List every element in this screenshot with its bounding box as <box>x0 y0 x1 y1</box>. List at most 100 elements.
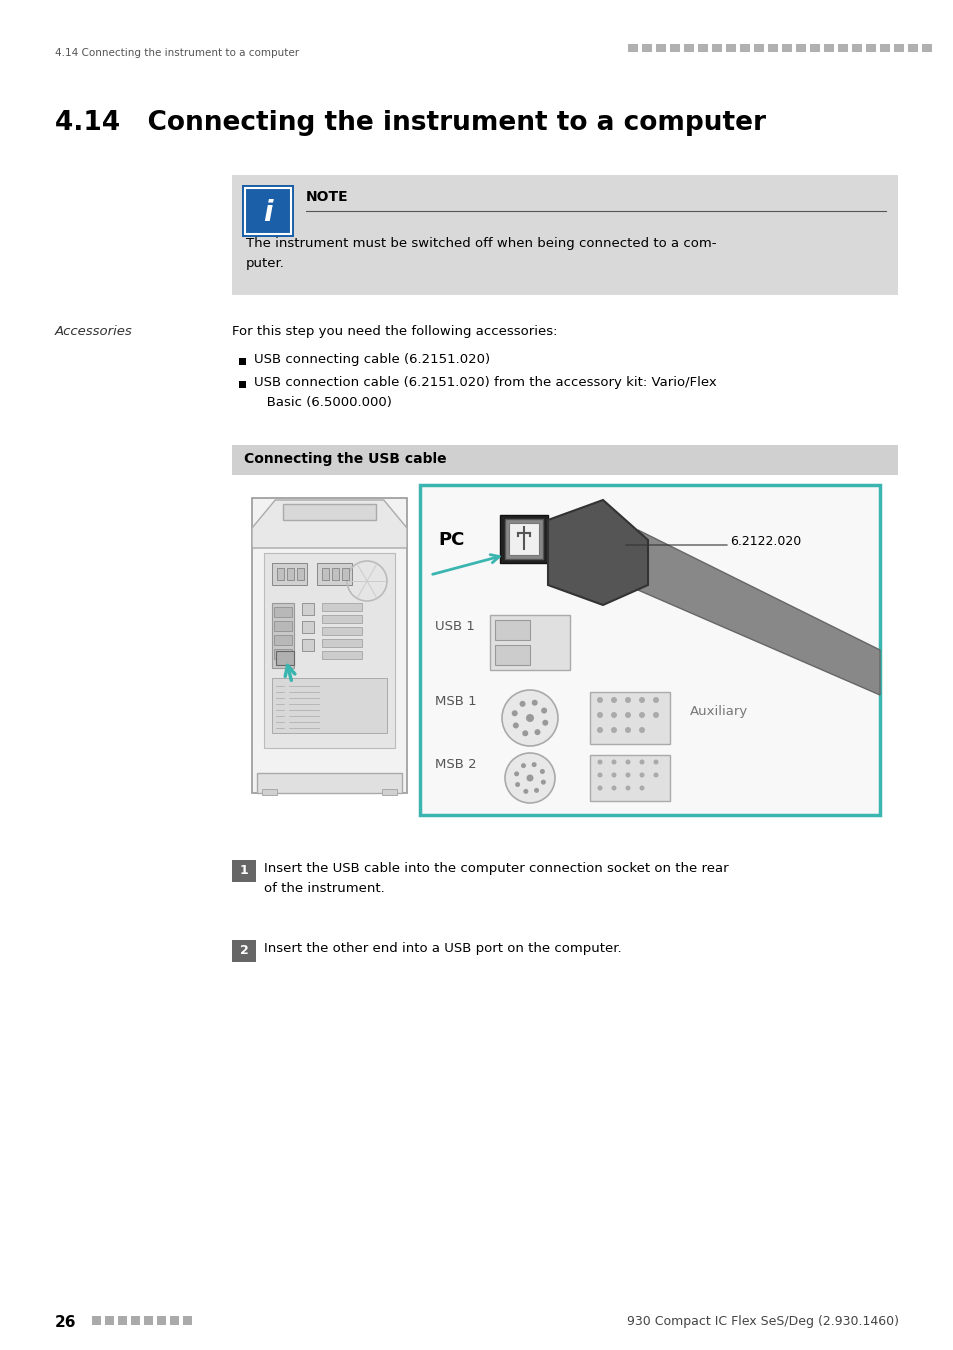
Bar <box>322 639 361 647</box>
Bar <box>232 176 897 296</box>
Bar <box>239 381 246 387</box>
Bar <box>879 45 889 53</box>
Circle shape <box>504 753 555 803</box>
Bar <box>118 1316 127 1324</box>
Text: Insert the USB cable into the computer connection socket on the rear: Insert the USB cable into the computer c… <box>264 863 728 875</box>
Polygon shape <box>547 500 647 605</box>
Bar <box>274 649 292 659</box>
Bar <box>276 568 284 580</box>
Text: 1: 1 <box>239 864 248 878</box>
Bar <box>274 621 292 630</box>
Circle shape <box>534 729 540 736</box>
Bar <box>490 616 569 670</box>
Bar <box>419 485 879 815</box>
Bar <box>495 645 530 666</box>
Bar <box>499 514 547 563</box>
Bar <box>669 45 679 53</box>
Bar <box>232 940 255 963</box>
Bar <box>641 45 651 53</box>
Text: 2: 2 <box>239 944 248 957</box>
Bar <box>275 651 294 666</box>
Circle shape <box>639 728 644 733</box>
Bar <box>157 1316 166 1324</box>
Text: Connecting the USB cable: Connecting the USB cable <box>244 452 446 466</box>
Bar <box>740 45 749 53</box>
Text: of the instrument.: of the instrument. <box>264 882 384 895</box>
Circle shape <box>511 710 517 717</box>
Text: i: i <box>263 198 273 227</box>
Circle shape <box>501 690 558 747</box>
Circle shape <box>611 760 616 764</box>
Circle shape <box>624 711 630 718</box>
Text: The instrument must be switched off when being connected to a com-: The instrument must be switched off when… <box>246 238 716 250</box>
Circle shape <box>539 769 544 774</box>
Bar <box>302 603 314 616</box>
Circle shape <box>597 697 602 703</box>
Circle shape <box>639 772 644 778</box>
Circle shape <box>652 711 659 718</box>
Bar <box>264 554 395 748</box>
Bar <box>865 45 875 53</box>
Circle shape <box>534 788 538 792</box>
Circle shape <box>652 697 659 703</box>
Text: Auxiliary: Auxiliary <box>689 705 747 718</box>
Circle shape <box>610 711 617 718</box>
Bar <box>332 568 338 580</box>
Bar <box>274 608 292 617</box>
Text: Basic (6.5000.000): Basic (6.5000.000) <box>253 396 392 409</box>
Text: puter.: puter. <box>246 256 285 270</box>
Bar <box>627 45 638 53</box>
Text: NOTE: NOTE <box>306 190 348 204</box>
Circle shape <box>540 707 547 714</box>
Circle shape <box>520 763 525 768</box>
Text: 4.14   Connecting the instrument to a computer: 4.14 Connecting the instrument to a comp… <box>55 109 765 136</box>
Circle shape <box>624 728 630 733</box>
Bar <box>322 651 361 659</box>
Bar <box>144 1316 152 1324</box>
Bar <box>893 45 903 53</box>
Bar <box>753 45 763 53</box>
Circle shape <box>653 772 658 778</box>
Bar <box>504 518 542 559</box>
Circle shape <box>625 772 630 778</box>
Circle shape <box>639 711 644 718</box>
Bar <box>272 563 307 585</box>
Circle shape <box>597 728 602 733</box>
Bar <box>381 788 396 795</box>
Circle shape <box>531 763 537 767</box>
Bar <box>921 45 931 53</box>
Bar <box>183 1316 192 1324</box>
Circle shape <box>625 760 630 764</box>
Bar <box>242 185 294 238</box>
Bar <box>837 45 847 53</box>
Bar <box>252 498 407 792</box>
Circle shape <box>625 786 630 791</box>
Text: MSB 2: MSB 2 <box>435 757 476 771</box>
Circle shape <box>531 699 537 706</box>
Circle shape <box>597 711 602 718</box>
Bar <box>302 639 314 651</box>
Polygon shape <box>283 504 375 520</box>
Circle shape <box>521 730 528 736</box>
Circle shape <box>611 772 616 778</box>
Bar <box>341 568 349 580</box>
Text: 4.14 Connecting the instrument to a computer: 4.14 Connecting the instrument to a comp… <box>55 49 299 58</box>
Circle shape <box>653 760 658 764</box>
Circle shape <box>519 701 525 707</box>
Polygon shape <box>638 531 879 695</box>
Text: Insert the other end into a USB port on the computer.: Insert the other end into a USB port on … <box>264 942 621 954</box>
Circle shape <box>526 775 533 782</box>
Text: 26: 26 <box>55 1315 76 1330</box>
Text: MSB 1: MSB 1 <box>435 695 476 707</box>
Circle shape <box>597 786 602 791</box>
Bar <box>907 45 917 53</box>
Polygon shape <box>252 500 407 548</box>
Bar <box>274 634 292 645</box>
Text: USB 1: USB 1 <box>435 620 475 633</box>
Bar <box>725 45 735 53</box>
Circle shape <box>639 697 644 703</box>
Circle shape <box>597 772 602 778</box>
Bar <box>232 478 897 833</box>
Bar <box>256 774 401 792</box>
Bar <box>245 188 291 234</box>
